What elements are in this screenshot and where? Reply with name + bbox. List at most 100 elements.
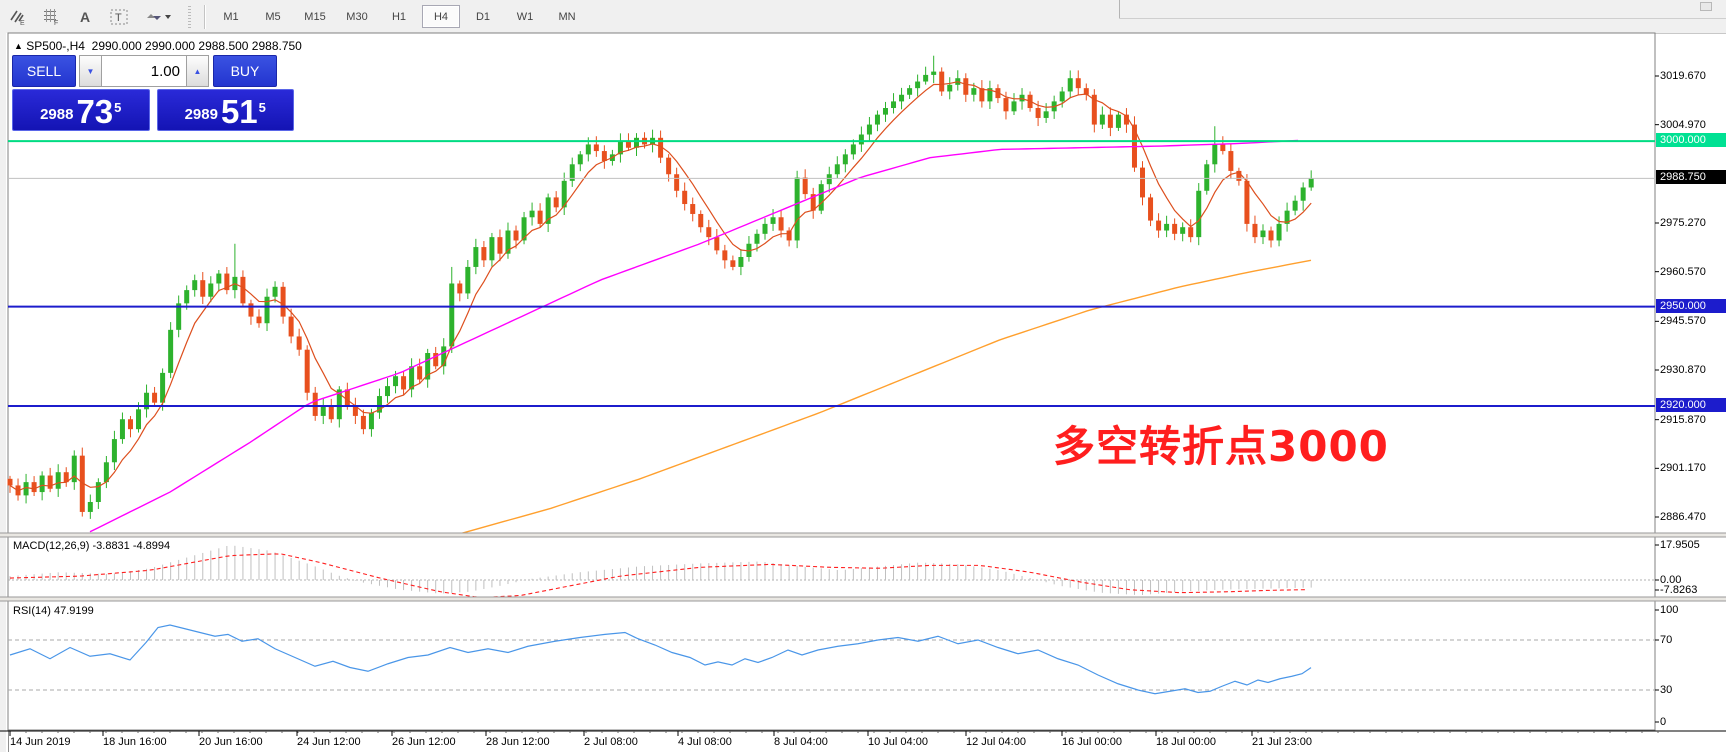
- time-axis-label[interactable]: 14 Jun 2019: [10, 736, 71, 748]
- candle-body: [730, 260, 736, 267]
- candle-body: [481, 247, 487, 261]
- time-axis-label[interactable]: 26 Jun 12:00: [392, 736, 456, 748]
- candle-body: [770, 217, 776, 224]
- candle-body: [577, 154, 583, 165]
- candle-body: [674, 174, 680, 191]
- volume-input[interactable]: [102, 55, 186, 87]
- toolbar-separator: [204, 4, 205, 29]
- volume-up-button[interactable]: ▲: [186, 55, 209, 87]
- candle-body: [682, 190, 688, 205]
- candle-body: [1059, 91, 1065, 102]
- candle-body: [593, 144, 599, 152]
- toolbar-edge-line: [1119, 18, 1726, 19]
- timeframe-m30[interactable]: M30: [346, 10, 368, 23]
- candle-body: [352, 405, 358, 416]
- time-axis-label[interactable]: 21 Jul 23:00: [1252, 736, 1312, 748]
- price-highlight-2988.750: 2988.750: [1656, 170, 1726, 185]
- candle-body: [1220, 144, 1226, 152]
- candle-body: [200, 280, 206, 297]
- candle-body: [1003, 98, 1009, 112]
- sell-button[interactable]: SELL: [12, 55, 76, 87]
- candle-body: [272, 286, 278, 297]
- candle-body: [529, 210, 535, 218]
- volume-down-button[interactable]: ▼: [79, 55, 102, 87]
- candle-body: [256, 316, 262, 324]
- fast-ma-line: [9, 81, 1312, 492]
- buy-price-panel[interactable]: 2989 51 5: [156, 89, 294, 131]
- timeframe-m1[interactable]: M1: [223, 10, 239, 23]
- chart-styles-icon[interactable]: E: [1, 4, 33, 30]
- macd-label: MACD(12,26,9) -3.8831 -4.8994: [13, 540, 171, 552]
- chart-title: ▲ SP500-,H4 2990.000 2990.000 2988.500 2…: [14, 39, 302, 53]
- candle-body: [866, 124, 872, 135]
- time-axis-label[interactable]: 18 Jul 00:00: [1156, 736, 1216, 748]
- candle-body: [1164, 223, 1170, 231]
- candle-body: [818, 184, 824, 211]
- time-axis-label[interactable]: 2 Jul 08:00: [584, 736, 638, 748]
- grid-icon[interactable]: F: [35, 4, 67, 30]
- time-axis-label[interactable]: 24 Jun 12:00: [297, 736, 361, 748]
- candle-body: [1140, 167, 1146, 198]
- time-axis-label[interactable]: 4 Jul 08:00: [678, 736, 732, 748]
- candle-body: [754, 233, 760, 244]
- candle-body: [698, 213, 704, 228]
- time-axis-label[interactable]: 18 Jun 16:00: [103, 736, 167, 748]
- candle-body: [1204, 164, 1210, 191]
- timeframe-h1[interactable]: H1: [391, 10, 407, 23]
- time-axis-label[interactable]: 12 Jul 04:00: [966, 736, 1026, 748]
- candle-body: [762, 223, 768, 234]
- rsi-line: [9, 624, 1312, 695]
- candle-body: [296, 336, 302, 350]
- text-label-icon[interactable]: A: [79, 8, 91, 25]
- candle-body: [1196, 190, 1202, 238]
- candle-body: [915, 81, 921, 89]
- timeframe-m15[interactable]: M15: [304, 10, 326, 23]
- candle-body: [786, 230, 792, 241]
- mid-ma-line: [89, 139, 1299, 533]
- candle-body: [160, 372, 166, 403]
- timeframe-d1[interactable]: D1: [475, 10, 491, 23]
- buy-button[interactable]: BUY: [213, 55, 277, 87]
- candle-body: [617, 141, 623, 155]
- time-axis-label[interactable]: 28 Jun 12:00: [486, 736, 550, 748]
- candle-body: [714, 237, 720, 251]
- candle-body: [947, 84, 953, 92]
- timeframe-w1[interactable]: W1: [516, 10, 534, 23]
- timeframe-m5[interactable]: M5: [265, 10, 281, 23]
- candle-body: [569, 164, 575, 181]
- panel-splitter[interactable]: [0, 533, 1726, 537]
- candle-body: [931, 71, 937, 75]
- macd-signal-line: [9, 553, 1307, 599]
- timeframe-h4[interactable]: H4: [422, 5, 460, 28]
- candle-body: [168, 329, 174, 373]
- candle-body: [280, 286, 286, 317]
- candle-body: [1148, 197, 1154, 221]
- candle-body: [882, 108, 888, 115]
- timeframe-mn[interactable]: MN: [558, 10, 576, 23]
- buy-price-frac: 5: [258, 100, 266, 115]
- price-highlight-2920.000: 2920.000: [1656, 397, 1726, 412]
- text-box-icon[interactable]: T: [103, 4, 135, 30]
- collapse-arrow-icon[interactable]: ▲: [14, 41, 23, 51]
- candle-body: [585, 144, 591, 155]
- candle-body: [385, 386, 391, 397]
- candle-body: [344, 389, 350, 406]
- panel-splitter[interactable]: [0, 597, 1726, 601]
- arrows-dropdown-icon[interactable]: [137, 4, 179, 30]
- time-axis-label[interactable]: 8 Jul 04:00: [774, 736, 828, 748]
- candle-body: [1115, 114, 1121, 128]
- time-axis-label[interactable]: 16 Jul 00:00: [1062, 736, 1122, 748]
- candle-body: [417, 366, 423, 380]
- sell-price-panel[interactable]: 2988 73 5: [12, 89, 150, 131]
- price-axis-tick: 3019.670: [1660, 70, 1706, 82]
- candle-body: [858, 134, 864, 145]
- candle-body: [561, 180, 567, 208]
- time-axis-label[interactable]: 10 Jul 04:00: [868, 736, 928, 748]
- time-axis-label[interactable]: 20 Jun 16:00: [199, 736, 263, 748]
- candle-body: [658, 137, 664, 158]
- candle-body: [1099, 114, 1105, 125]
- toolbar-grip[interactable]: [188, 5, 195, 28]
- candle-body: [176, 303, 182, 330]
